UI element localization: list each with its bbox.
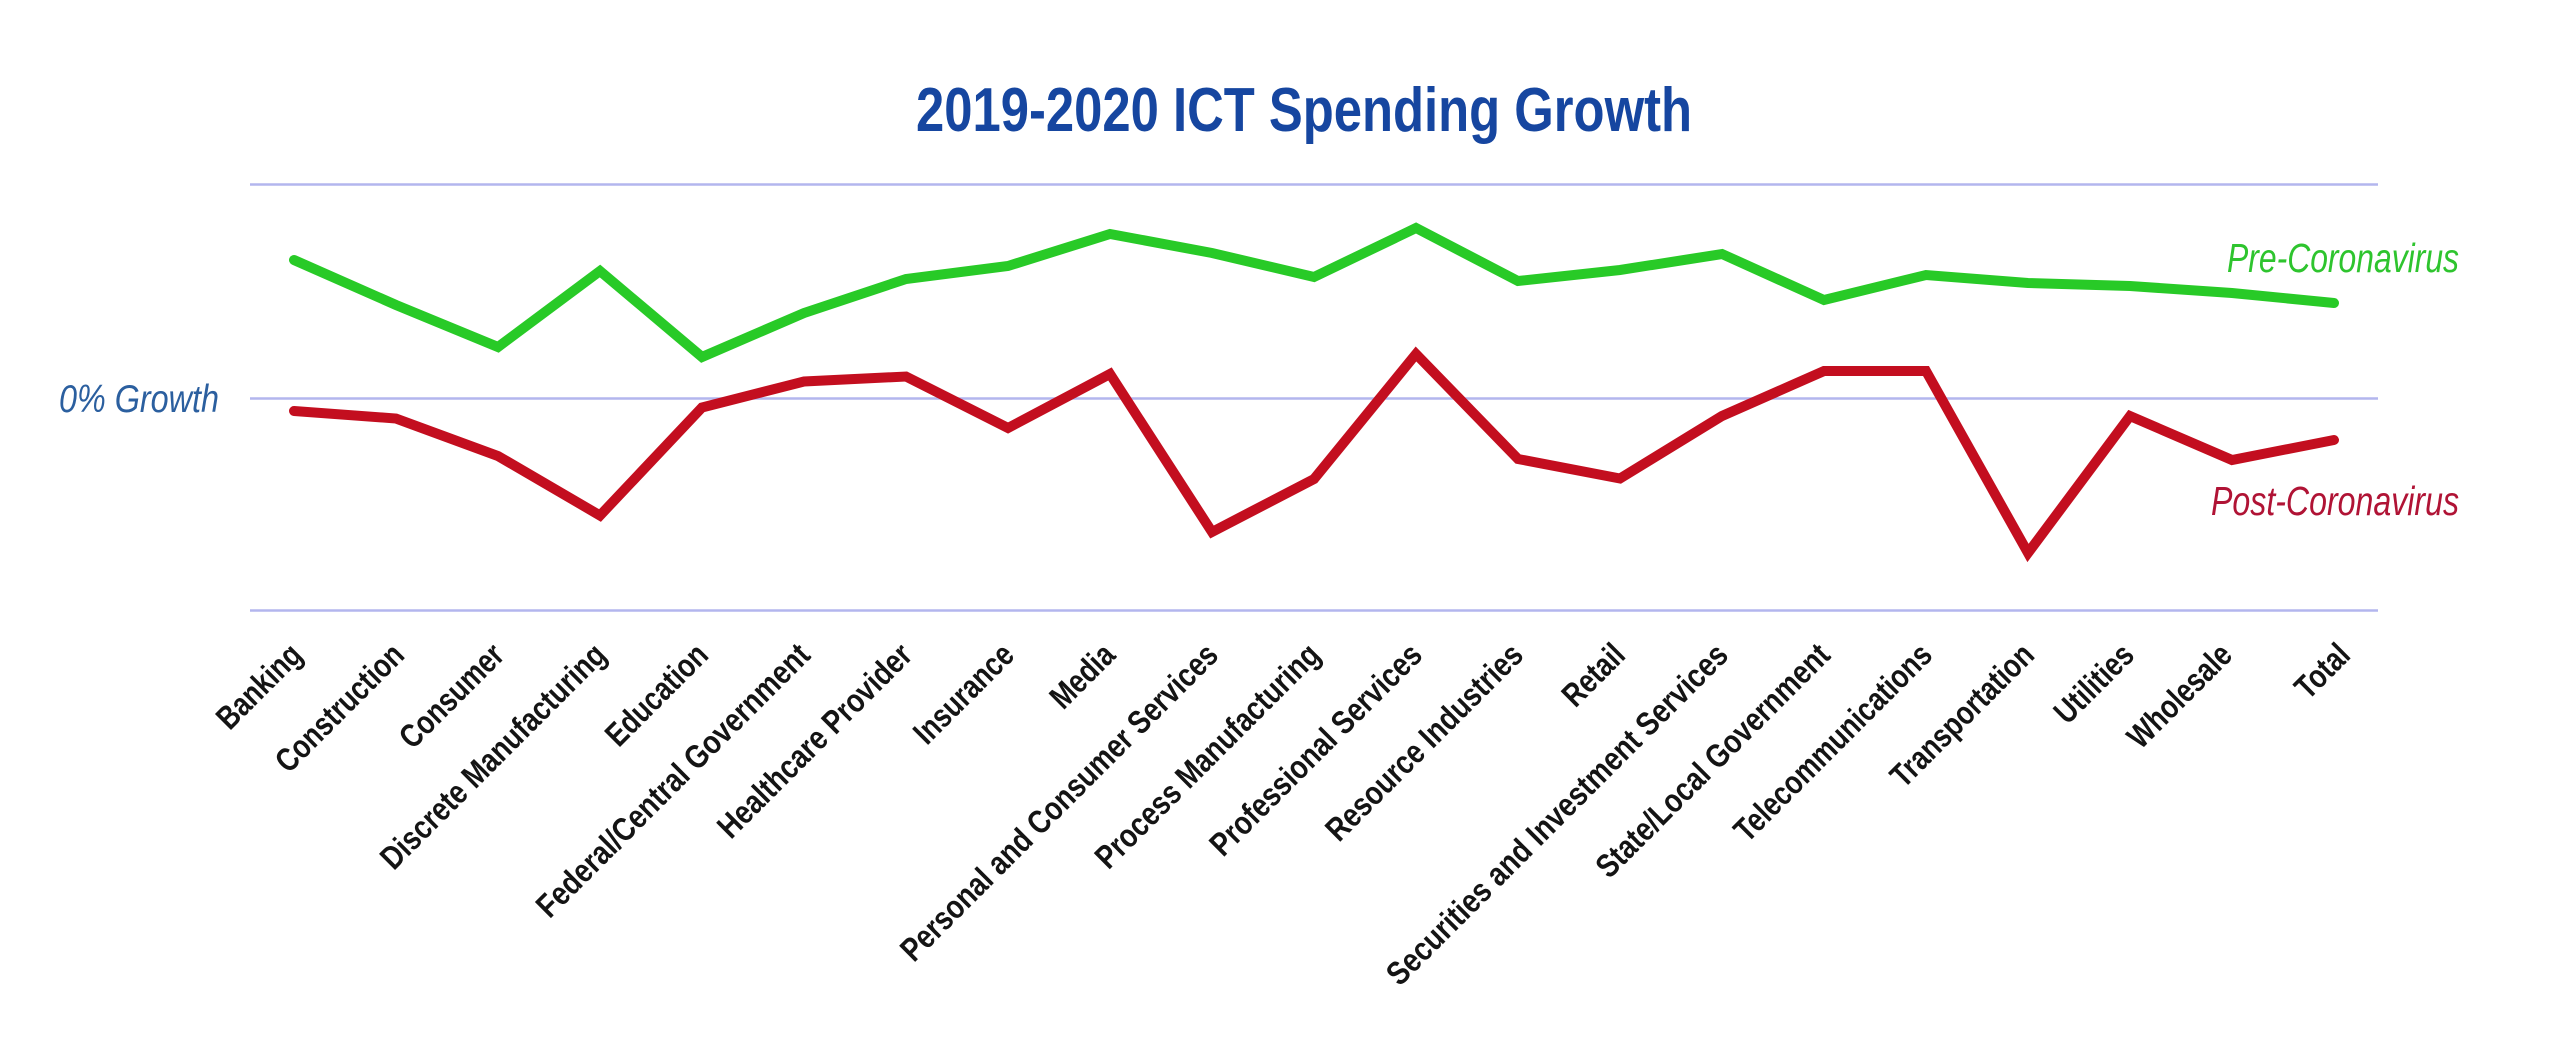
svg-text:2019-2020 ICT Spending Growth: 2019-2020 ICT Spending Growth (916, 76, 1692, 145)
svg-text:Pre-Coronavirus: Pre-Coronavirus (2227, 235, 2459, 281)
svg-text:Post-Coronavirus: Post-Coronavirus (2211, 478, 2459, 524)
svg-text:0% Growth: 0% Growth (59, 378, 219, 421)
